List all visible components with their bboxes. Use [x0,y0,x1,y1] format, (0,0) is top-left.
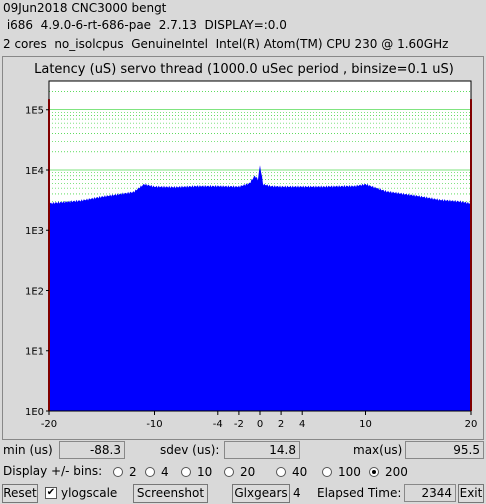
y-tick-label: 1E3 [25,226,44,237]
bins-option-label: 200 [385,465,408,479]
y-tick-label: 1E2 [25,286,44,297]
bins-option-label: 4 [161,465,169,479]
header-kernel-info: i686 4.9.0-6-rt-686-pae 2.7.13 DISPLAY=:… [3,18,287,32]
bins-option-label: 2 [129,465,137,479]
bins-option-label: 100 [338,465,361,479]
glxgears-count: 4 [293,486,301,500]
x-tick-label: 0 [257,419,263,430]
header-cpu-info: 2 cores no_isolcpus GenuineIntel Intel(R… [3,37,449,51]
radio-button-icon[interactable] [369,467,379,477]
x-tick-label: 2 [278,419,284,430]
controls-row: Reset ✔ ylogscale Screenshot Glxgears 4 … [0,484,486,504]
x-tick-label: -10 [146,419,162,430]
bins-option-200[interactable]: 200 [369,465,408,479]
x-tick-label: -2 [234,419,244,430]
bins-row: Display +/- bins: 2 4 10 20 40 100 200 [0,462,486,482]
max-label: max(us) [353,443,403,457]
x-tick-label: 20 [465,419,478,430]
bins-option-20[interactable]: 20 [224,465,255,479]
bins-option-label: 20 [240,465,256,479]
stats-row: min (us) -88.3 sdev (us): 14.8 max(us) 9… [0,441,486,461]
ylogscale-checkbox[interactable]: ✔ [45,487,57,499]
min-label: min (us) [3,443,53,457]
bins-option-40[interactable]: 40 [276,465,307,479]
screenshot-button[interactable]: Screenshot [133,484,208,503]
bins-option-2[interactable]: 2 [113,465,137,479]
y-tick-label: 1E4 [25,166,44,177]
sdev-label: sdev (us): [160,443,220,457]
elapsed-time-value: 2344 [404,484,456,502]
glxgears-button[interactable]: Glxgears [232,484,290,503]
min-value: -88.3 [59,441,125,459]
radio-button-icon[interactable] [145,467,155,477]
header-date-host: 09Jun2018 CNC3000 bengt [3,1,167,15]
x-tick-label: 10 [359,419,372,430]
bins-option-100[interactable]: 100 [322,465,361,479]
radio-button-icon[interactable] [224,467,234,477]
max-value: 95.5 [405,441,484,459]
histogram-bars [49,99,471,411]
bins-option-4[interactable]: 4 [145,465,169,479]
x-tick-label: -20 [41,419,57,430]
radio-button-icon[interactable] [113,467,123,477]
reset-button[interactable]: Reset [2,484,38,503]
elapsed-time-label: Elapsed Time: [317,486,402,500]
bins-option-label: 40 [292,465,308,479]
bins-option-10[interactable]: 10 [181,465,212,479]
ylogscale-label: ylogscale [61,486,118,500]
y-tick-label: 1E5 [25,106,44,117]
x-tick-label: 4 [299,419,305,430]
latency-histogram-panel: 1E0 1E1 1E2 1E3 1E4 1E5 -20 -10 -4 -2 0 2 4 10 20 Laten… [2,56,484,440]
radio-button-icon[interactable] [181,467,191,477]
bins-option-label: 10 [197,465,213,479]
y-tick-label: 1E1 [25,347,44,358]
radio-button-icon[interactable] [276,467,286,477]
bins-label: Display +/- bins: [3,464,103,478]
sdev-value: 14.8 [224,441,300,459]
y-tick-label: 1E0 [25,407,44,418]
chart-title: Latency (uS) servo thread (1000.0 uSec p… [34,62,454,77]
x-tick-label: -4 [213,419,223,430]
radio-button-icon[interactable] [322,467,332,477]
exit-button[interactable]: Exit [458,484,484,503]
